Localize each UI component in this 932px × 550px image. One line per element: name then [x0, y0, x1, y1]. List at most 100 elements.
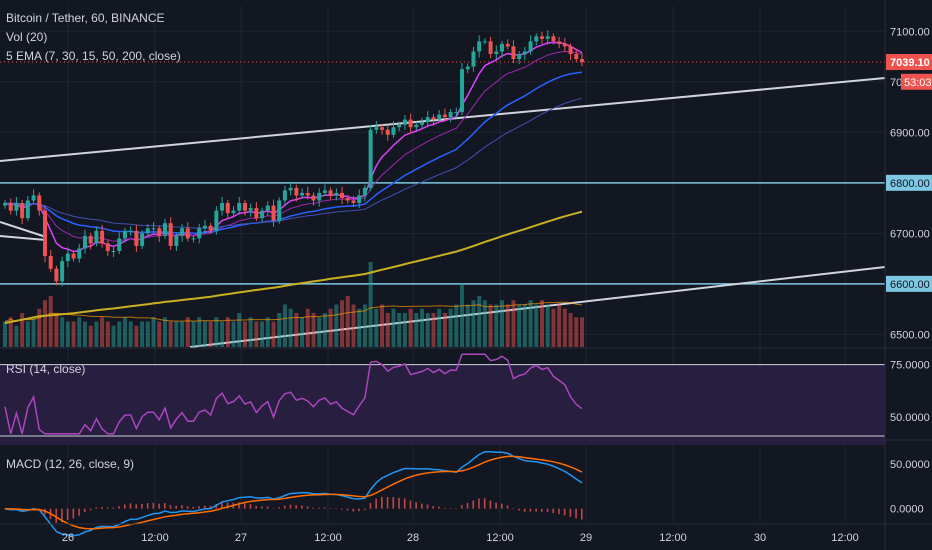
candle-body[interactable]	[294, 187, 299, 196]
candle-body[interactable]	[357, 195, 362, 204]
candle-body[interactable]	[231, 210, 236, 214]
candle-body[interactable]	[271, 205, 276, 221]
candle-body[interactable]	[420, 122, 425, 125]
candle-body[interactable]	[528, 41, 533, 52]
candle-body[interactable]	[311, 195, 316, 201]
candle-body[interactable]	[334, 192, 339, 196]
candle-body[interactable]	[460, 69, 465, 113]
candle-body[interactable]	[340, 192, 345, 198]
candle-body[interactable]	[185, 228, 190, 239]
candle-body[interactable]	[151, 228, 156, 230]
candle-body[interactable]	[260, 210, 265, 219]
macd-pane[interactable]	[4, 450, 583, 537]
candle-body[interactable]	[362, 187, 367, 196]
candle-body[interactable]	[60, 261, 65, 282]
candle-body[interactable]	[574, 53, 579, 60]
candle-body[interactable]	[534, 36, 539, 42]
candle-body[interactable]	[431, 117, 436, 120]
candle-body[interactable]	[208, 225, 213, 231]
candle-body[interactable]	[174, 235, 179, 246]
candle-body[interactable]	[522, 51, 527, 54]
candle-body[interactable]	[551, 36, 556, 42]
candle-body[interactable]	[300, 192, 305, 196]
candle-body[interactable]	[397, 124, 402, 128]
rsi-pane[interactable]	[0, 353, 885, 446]
candle-body[interactable]	[54, 268, 59, 282]
candle-body[interactable]	[454, 112, 459, 114]
candle-body[interactable]	[220, 203, 225, 211]
candle-body[interactable]	[511, 46, 516, 60]
candle-body[interactable]	[168, 223, 173, 246]
candle-body[interactable]	[380, 127, 385, 130]
candle-body[interactable]	[157, 228, 162, 236]
candle-body[interactable]	[42, 210, 47, 257]
candle-body[interactable]	[3, 203, 7, 206]
candle-body[interactable]	[288, 187, 293, 191]
candle-body[interactable]	[105, 243, 110, 252]
candle-body[interactable]	[437, 114, 442, 120]
candle-body[interactable]	[414, 124, 419, 128]
volume-indicator-label[interactable]: Vol (20)	[6, 30, 47, 44]
candle-body[interactable]	[391, 127, 396, 135]
candle-body[interactable]	[477, 41, 482, 52]
candle-body[interactable]	[37, 195, 42, 211]
candle-body[interactable]	[202, 225, 207, 229]
candle-body[interactable]	[517, 53, 522, 60]
candle-body[interactable]	[117, 238, 122, 252]
candle-body[interactable]	[317, 192, 322, 201]
candle-body[interactable]	[242, 203, 247, 211]
candle-body[interactable]	[305, 192, 310, 196]
candle-body[interactable]	[482, 41, 487, 43]
candle-body[interactable]	[88, 235, 93, 244]
candle-body[interactable]	[540, 36, 545, 39]
candle-body[interactable]	[277, 200, 282, 221]
candle-body[interactable]	[145, 228, 150, 234]
candlesticks[interactable]	[3, 30, 584, 287]
candle-body[interactable]	[8, 203, 13, 211]
trend-line[interactable]	[0, 77, 886, 162]
candle-body[interactable]	[162, 223, 167, 236]
candle-body[interactable]	[351, 200, 356, 204]
candle-body[interactable]	[77, 248, 82, 259]
candle-body[interactable]	[122, 230, 127, 239]
time-axis[interactable]: 26 12:00 27 12:00 28 12:00 29 12:00 30 12:00	[0, 523, 885, 544]
candle-body[interactable]	[94, 230, 99, 244]
candle-body[interactable]	[562, 43, 567, 47]
candle-body[interactable]	[374, 127, 379, 130]
candle-body[interactable]	[71, 253, 76, 259]
last-price-tag[interactable]	[886, 54, 932, 71]
price-axis[interactable]: 7100.00 6900.00 6800.00 6700.00 6600.00 6500.…	[884, 0, 932, 550]
candle-body[interactable]	[180, 228, 185, 236]
candle-body[interactable]	[471, 51, 476, 67]
candle-body[interactable]	[48, 256, 53, 269]
candle-body[interactable]	[328, 190, 333, 196]
candle-body[interactable]	[408, 119, 413, 128]
candle-body[interactable]	[14, 203, 19, 211]
candle-body[interactable]	[237, 203, 242, 211]
candle-body[interactable]	[100, 230, 105, 244]
trend-line[interactable]	[0, 235, 47, 241]
candle-body[interactable]	[65, 253, 70, 262]
candle-body[interactable]	[557, 41, 562, 44]
ema-indicator-label[interactable]: 5 EMA (7, 30, 15, 50, 200, close)	[6, 49, 181, 63]
candle-body[interactable]	[31, 195, 36, 201]
candle-body[interactable]	[568, 46, 573, 54]
candle-body[interactable]	[248, 208, 253, 211]
candle-body[interactable]	[265, 205, 270, 211]
rsi-indicator-label[interactable]: RSI (14, close)	[6, 362, 85, 376]
candle-body[interactable]	[82, 235, 87, 249]
candle-body[interactable]	[385, 129, 390, 135]
candle-body[interactable]	[580, 59, 584, 63]
candle-body[interactable]	[368, 129, 373, 188]
candle-body[interactable]	[402, 119, 407, 125]
candle-body[interactable]	[322, 190, 327, 193]
candle-body[interactable]	[500, 43, 505, 52]
candle-body[interactable]	[465, 66, 470, 70]
candle-body[interactable]	[225, 203, 230, 214]
candle-body[interactable]	[191, 238, 196, 240]
candle-body[interactable]	[494, 51, 499, 54]
candle-body[interactable]	[197, 228, 202, 239]
candle-body[interactable]	[111, 251, 116, 253]
candle-body[interactable]	[545, 36, 550, 39]
